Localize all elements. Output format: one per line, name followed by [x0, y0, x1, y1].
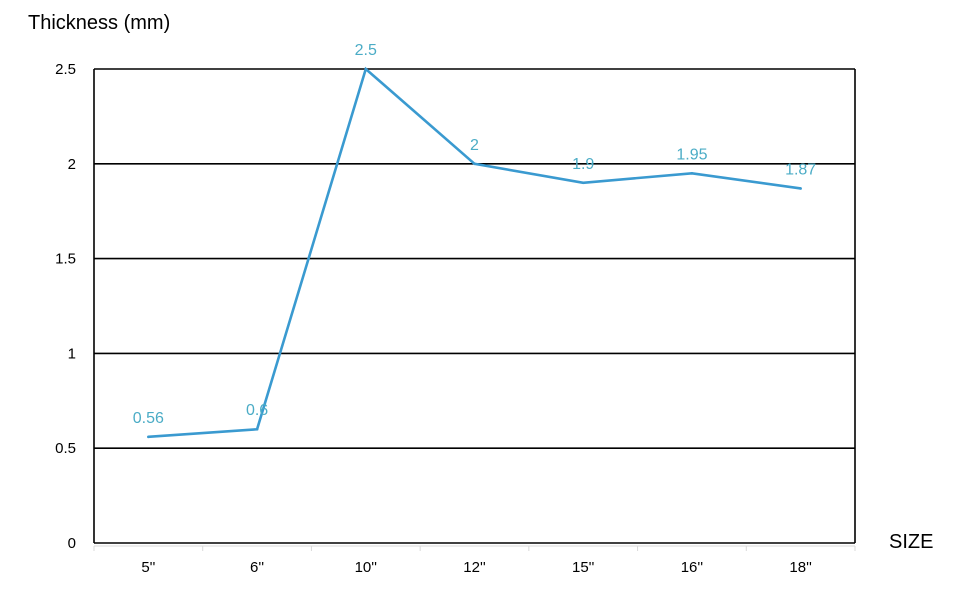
x-tick-label: 15'' — [572, 559, 595, 576]
x-tick-label: 16'' — [681, 559, 704, 576]
y-tick-label: 2 — [68, 156, 76, 173]
x-tick-label: 5'' — [141, 559, 155, 576]
x-tick-label: 10'' — [355, 559, 378, 576]
y-tick-label: 0.5 — [55, 440, 76, 457]
axes — [93, 69, 856, 551]
series-line-0 — [148, 66, 801, 439]
x-tick-labels: 5'' 6'' 10'' 12'' 15'' 16'' 18'' — [141, 559, 812, 576]
y-tick-labels: 0 0.5 1 1.5 2 2.5 — [55, 61, 76, 552]
x-tick-label: 18'' — [789, 559, 812, 576]
data-point — [147, 435, 150, 439]
data-label: 1.87 — [785, 161, 816, 178]
series-group — [147, 66, 802, 439]
data-label: 1.9 — [572, 156, 594, 173]
x-tick-label: 6'' — [250, 559, 264, 576]
y-axis-title: Thickness (mm) — [28, 12, 171, 34]
data-point — [690, 171, 694, 175]
gridlines — [94, 68, 855, 450]
x-axis-title: SIZE — [889, 531, 934, 553]
data-label: 2 — [470, 137, 479, 154]
y-tick-label: 1 — [68, 345, 76, 362]
y-tick-label: 2.5 — [55, 61, 76, 78]
data-point — [581, 181, 585, 185]
x-tick-label: 12'' — [463, 559, 486, 576]
data-point — [364, 67, 368, 71]
data-point — [255, 427, 259, 431]
data-label: 1.95 — [676, 146, 707, 163]
data-label: 0.6 — [246, 402, 268, 419]
data-label: 2.5 — [355, 42, 377, 59]
data-point — [473, 162, 476, 166]
y-tick-label: 0 — [68, 535, 76, 552]
y-tick-label: 1.5 — [55, 251, 76, 268]
data-label: 0.56 — [133, 410, 164, 427]
data-point — [799, 187, 802, 190]
data-labels: 0.56 0.6 2.5 2 1.9 1.95 1.87 — [133, 42, 817, 427]
